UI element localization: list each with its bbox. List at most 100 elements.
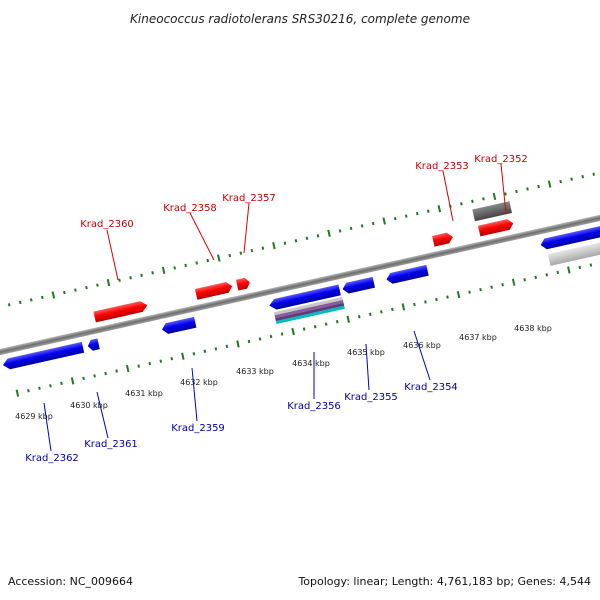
tick-mark [302,327,306,331]
gene-arrow-forward[interactable] [477,218,515,237]
light-feature-block[interactable] [547,238,600,266]
tick-mark [129,276,132,280]
tick-mark [349,226,353,231]
gene-arrow-reverse[interactable] [341,276,375,295]
gene-arrow-forward[interactable] [235,277,251,291]
tick-mark [570,177,573,181]
rna-feature-stack[interactable] [274,299,344,319]
gene-arrow-forward[interactable] [93,300,148,323]
gene-arrow-reverse[interactable] [87,338,100,351]
kbp-label: 4634 kbp [292,359,330,368]
tick-mark [104,371,107,376]
tick-mark [504,192,507,196]
tick-mark [140,273,143,277]
rna-feature-stack[interactable] [275,305,345,324]
tick-mark [479,287,482,292]
tick-mark [415,211,419,216]
tick-mark [228,253,232,258]
tick-mark [151,271,154,275]
gene-arrow-forward[interactable] [194,281,234,300]
gene-arrow-reverse[interactable] [268,284,341,311]
tick-mark [82,376,85,381]
tick-mark [41,295,44,300]
dark-feature-block[interactable] [472,201,513,222]
tick-mark [247,339,251,344]
tick-mark [393,216,397,221]
tick-mark [547,180,552,188]
tick-mark [327,229,331,237]
tick-mark [382,217,386,225]
tick-mark [206,258,210,263]
gene-label-bottom[interactable]: Krad_2361 [84,439,138,450]
gene-label-top[interactable]: Krad_2360 [80,219,134,230]
gene-label-top[interactable]: Krad_2357 [222,193,276,204]
tick-mark [70,377,75,385]
gene-arrow-reverse[interactable] [385,264,429,285]
tick-mark [250,248,254,253]
kbp-label: 4631 kbp [125,389,163,398]
tick-mark [7,303,11,307]
gene-label-top[interactable]: Krad_2358 [163,203,217,214]
tick-mark [137,364,141,368]
rna-feature-stack[interactable] [275,302,345,322]
tick-mark [18,300,22,305]
tick-mark [63,290,66,295]
gene-label-bottom[interactable]: Krad_2362 [25,453,79,464]
gene-label-top[interactable]: Krad_2352 [474,154,528,165]
tick-mark [424,300,427,304]
gene-arrow-reverse[interactable] [539,224,600,251]
tick-mark [159,359,163,363]
tick-mark [581,174,584,179]
gene-label-bottom[interactable]: Krad_2354 [404,382,458,393]
gene-label-top[interactable]: Krad_2353 [415,161,469,172]
rna-feature-stack[interactable] [273,297,343,316]
genome-backbone [0,209,600,360]
tick-mark [49,384,52,388]
tick-mark [501,283,504,287]
tick-mark [96,283,99,287]
tick-mark [125,364,130,373]
bottom-label-leaders [43,330,431,452]
gene-label-bottom[interactable]: Krad_2356 [287,401,341,412]
tick-mark [589,263,593,267]
tick-mark [490,285,493,289]
topology-text: Topology: linear; Length: 4,761,183 bp; … [297,575,591,588]
kbp-label: 4629 kbp [15,412,53,421]
tick-mark [404,214,408,218]
tick-mark [515,189,518,194]
accession-text: Accession: NC_009664 [8,575,133,588]
tick-mark [217,254,221,262]
tick-mark [446,295,449,299]
tick-mark [148,361,152,366]
kbp-label: 4636 kbp [403,341,441,350]
tick-mark [272,242,276,250]
tick-mark [195,261,199,265]
tick-mark [460,202,463,206]
tick-mark [85,285,88,290]
tick-mark [482,197,485,201]
tick-mark [380,310,383,314]
tick-mark [106,279,111,287]
tick-mark [413,302,416,307]
kbp-label: 4637 kbp [459,333,497,342]
tick-mark [225,344,229,349]
gene-label-bottom[interactable]: Krad_2359 [171,423,225,434]
tick-mark [192,352,196,356]
tick-mark [471,199,474,204]
tick-mark [51,291,56,299]
kbp-label: 4638 kbp [514,324,552,333]
gene-arrow-reverse[interactable] [161,316,197,335]
top-label-leaders [106,163,507,281]
tick-mark [316,234,320,238]
kbp-label: 4632 kbp [180,378,218,387]
tick-mark [214,347,218,351]
gene-label-bottom[interactable]: Krad_2355 [344,392,398,403]
tick-mark [391,307,394,312]
tick-mark [93,374,96,378]
gene-arrow-reverse[interactable] [2,341,85,371]
tick-mark [239,251,243,255]
gene-arrow-forward[interactable] [432,232,454,247]
tick-mark [294,239,298,243]
